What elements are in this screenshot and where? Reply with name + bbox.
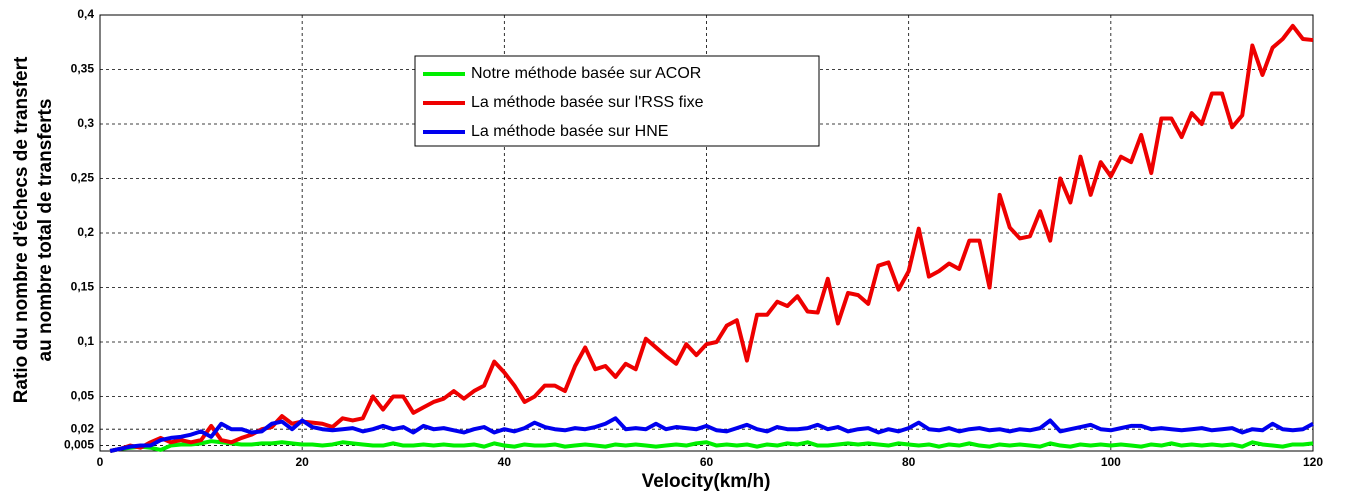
y-axis-label: au nombre total de transferts <box>35 99 56 362</box>
x-tick-label: 100 <box>1101 455 1121 469</box>
series-line <box>109 439 1314 453</box>
y-tick-label: 0,35 <box>71 62 95 76</box>
y-tick-label: 0,25 <box>71 171 95 185</box>
plot-frame <box>99 14 1314 452</box>
y-tick-label: 0,02 <box>71 421 95 435</box>
series-line <box>109 23 1314 453</box>
y-tick-label: 0,3 <box>77 116 94 130</box>
legend: Notre méthode basée sur ACOR La méthode b… <box>414 55 820 147</box>
y-tick-label: 0,1 <box>77 334 94 348</box>
x-tick-label: 60 <box>700 455 714 469</box>
x-axis-label: Velocity(km/h) <box>642 471 771 492</box>
x-tick-label: 20 <box>295 455 309 469</box>
series-line <box>109 416 1314 453</box>
legend-label: La méthode basée sur HNE <box>471 123 668 140</box>
x-tick-label: 0 <box>97 455 104 469</box>
y-tick-label: 0,15 <box>71 280 95 294</box>
y-tick-label: 0,2 <box>77 225 94 239</box>
legend-box <box>414 55 820 147</box>
x-tick-label: 120 <box>1303 455 1323 469</box>
y-tick-label: 0,005 <box>64 438 94 452</box>
legend-label: La méthode basée sur l'RSS fixe <box>471 94 704 111</box>
x-tick-label: 40 <box>498 455 512 469</box>
x-tick-label: 80 <box>902 455 916 469</box>
y-tick-label: 0,4 <box>77 7 94 21</box>
y-axis-label: Ratio du nombre d'échecs de transfert <box>11 56 32 403</box>
legend-label: Notre méthode basée sur ACOR <box>471 65 701 82</box>
y-tick-label: 0,05 <box>71 389 95 403</box>
